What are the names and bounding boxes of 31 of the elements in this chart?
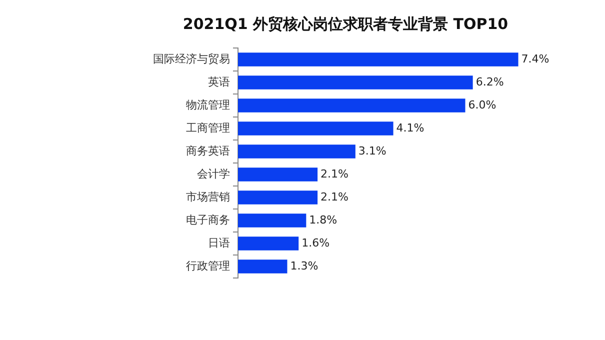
y-tick-label: 物流管理 (186, 98, 230, 112)
y-tick-label: 会计学 (197, 167, 230, 180)
data-label: 2.1% (320, 190, 348, 204)
chart-title: 2021Q1 外贸核心岗位求职者专业背景 TOP10 (182, 14, 508, 33)
y-tick-label: 工商管理 (186, 121, 230, 134)
bar (238, 122, 394, 136)
data-label: 4.1% (396, 121, 424, 134)
y-tick-label: 日语 (208, 236, 230, 250)
data-label: 6.0% (468, 98, 496, 112)
y-tick-label: 市场营销 (186, 190, 230, 204)
bar (238, 52, 518, 66)
bar (238, 236, 299, 250)
y-tick-label: 英语 (208, 75, 230, 88)
data-label: 1.3% (290, 259, 318, 272)
y-tick-label: 国际经济与贸易 (153, 52, 230, 66)
data-label: 6.2% (476, 75, 504, 88)
y-tick-label: 商务英语 (186, 144, 230, 158)
bar (238, 260, 288, 274)
bar (238, 214, 306, 228)
data-label: 7.4% (521, 52, 550, 66)
bar (238, 98, 466, 112)
bar (238, 144, 356, 158)
bar (238, 190, 318, 204)
data-label: 2.1% (320, 167, 348, 180)
data-label: 1.6% (302, 236, 330, 250)
y-tick-label: 行政管理 (186, 259, 230, 272)
data-label: 1.8% (309, 213, 338, 226)
bar (238, 168, 318, 182)
bar (238, 76, 473, 90)
data-label: 3.1% (358, 144, 386, 158)
y-tick-label: 电子商务 (186, 213, 230, 226)
